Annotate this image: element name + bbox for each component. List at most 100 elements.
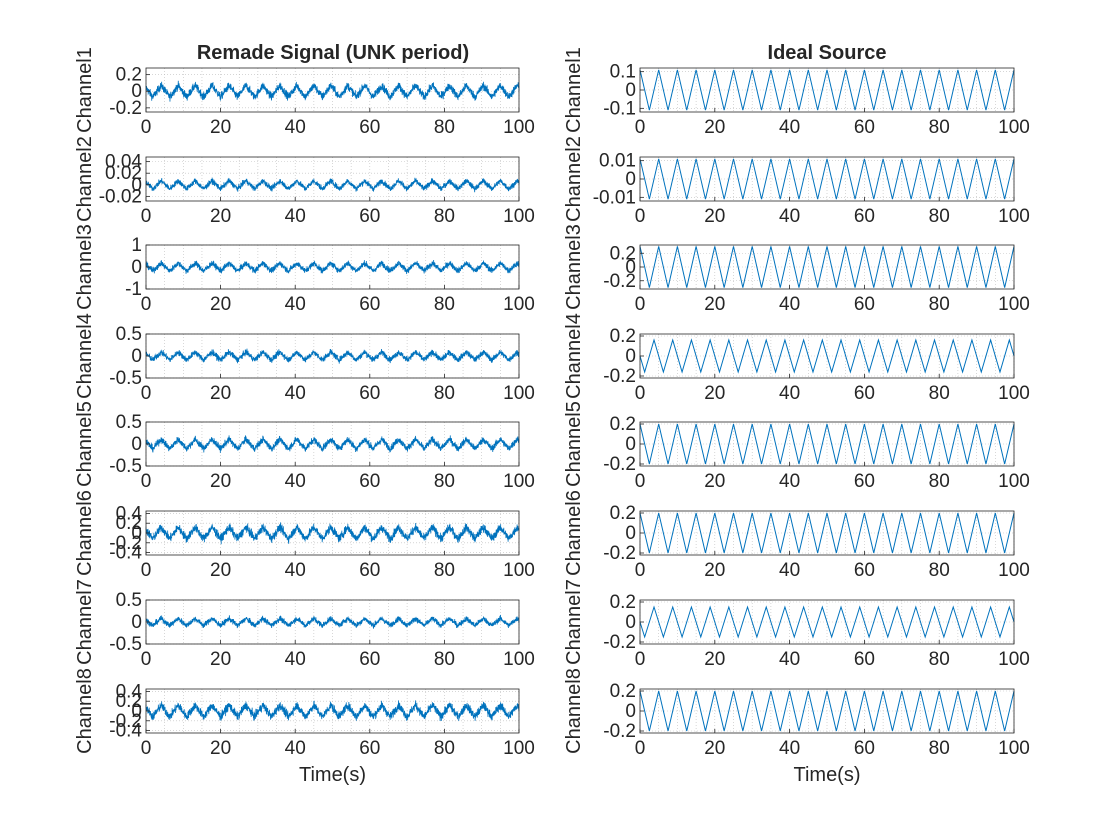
- right-ch4-ytick-label: 0.2: [610, 326, 636, 347]
- right-ch3-ylabel: Channel3: [563, 224, 585, 310]
- right-ch8-xtick-label: 80: [929, 738, 950, 759]
- right-ch8-xtick-label: 40: [779, 738, 800, 759]
- right-ch1-series-line: [639, 69, 1015, 111]
- left-ch4-xtick-label: 20: [210, 383, 231, 404]
- right-ch5-xtick-label: 100: [998, 471, 1030, 492]
- left-ch6-xtick-label: 100: [503, 560, 535, 581]
- left-ch8-ytick-label: -0.2: [109, 711, 142, 732]
- left-ch2-xtick-label: 40: [285, 206, 306, 227]
- right-ch8-ylabel: Channel8: [563, 668, 585, 754]
- left-ch2-ytick-label: 0.04: [105, 152, 142, 173]
- left-ch8-ytick-label: 0: [131, 701, 142, 722]
- left-ch6-ytick-label: 0.4: [116, 503, 143, 524]
- right-ch6-ytick-label: 0.2: [610, 503, 636, 524]
- right-ch7-ytick-label: 0.2: [610, 592, 636, 613]
- right-ch2-ylabel: Channel2: [563, 136, 585, 222]
- left-ch8-ytick-label: -0.4: [109, 721, 142, 742]
- left-ch5-ytick-label: -0.5: [109, 456, 142, 477]
- right-ch3-xtick-label: 100: [998, 294, 1030, 315]
- left-ch7-xtick-label: 80: [434, 649, 455, 670]
- right-ch6-xtick-label: 40: [779, 560, 800, 581]
- left-ch7-xtick-label: 100: [503, 649, 535, 670]
- left-ch4-ytick-label: 0: [131, 346, 142, 367]
- right-ch2-series-line: [639, 158, 1015, 200]
- left-ch8-series-line: [145, 700, 520, 721]
- left-ch2-ytick-label: 0.02: [105, 163, 142, 184]
- left-ch8-ytick-label: 0.4: [116, 681, 143, 702]
- right-ch2-xtick-label: 40: [779, 206, 800, 227]
- left-ch3-ytick-label: 1: [131, 235, 142, 256]
- left-ch4-ytick-label: -0.5: [109, 368, 142, 389]
- left-ch1-xtick-label: 80: [434, 117, 455, 138]
- left-ch5-xtick-label: 0: [141, 471, 152, 492]
- right-ch1-ytick-label: 0: [625, 80, 636, 101]
- right-ch1-xtick-label: 60: [854, 117, 875, 138]
- right-ch4-ytick-label: -0.2: [603, 366, 636, 387]
- left-ch3-ytick-label: 0: [131, 257, 142, 278]
- right-ch2-xtick-label: 60: [854, 206, 875, 227]
- right-ch6-series-line: [639, 512, 1015, 554]
- left-ch6-ytick-label: -0.2: [109, 533, 142, 554]
- right-ch8-ytick-label: 0: [625, 701, 636, 722]
- right-ch5-series-line: [639, 423, 1015, 465]
- right-ch2-xtick-label: 0: [635, 206, 646, 227]
- right-ch6-xtick-label: 60: [854, 560, 875, 581]
- left-ch4-xtick-label: 100: [503, 383, 535, 404]
- right-ch7-xtick-label: 40: [779, 649, 800, 670]
- left-ch4-series-line: [145, 348, 520, 364]
- right-ch2-ytick-label: 0.01: [599, 151, 636, 172]
- left-ch3-xtick-label: 0: [141, 294, 152, 315]
- left-ch3-xtick-label: 60: [359, 294, 380, 315]
- left-ch7-ylabel: Channel7: [74, 579, 96, 665]
- left-ch7-ytick-label: 0: [131, 612, 142, 633]
- left-ch8-ylabel: Channel8: [74, 668, 96, 754]
- left-ch7-ytick-label: 0.5: [116, 590, 142, 611]
- left-ch6-ytick-label: -0.4: [109, 543, 142, 564]
- left-ch2-series-line: [145, 177, 520, 193]
- right-ch2-ytick-label: -0.01: [593, 187, 636, 208]
- left-ch5-xtick-label: 40: [285, 471, 306, 492]
- right-ch6-ytick-label: -0.2: [603, 543, 636, 564]
- right-ch1-xtick-label: 0: [635, 117, 646, 138]
- left-ch6-xtick-label: 20: [210, 560, 231, 581]
- right-ch1-xtick-label: 80: [929, 117, 950, 138]
- right-ch6-xtick-label: 0: [635, 560, 646, 581]
- left-ch2-ytick-label: -0.02: [99, 186, 142, 207]
- right-ch1-ytick-label: -0.1: [603, 98, 636, 119]
- left-ch7-ytick-label: -0.5: [109, 634, 142, 655]
- left-ch6-xtick-label: 80: [434, 560, 455, 581]
- left-ch5-xtick-label: 20: [210, 471, 231, 492]
- right-ch5-ylabel: Channel5: [563, 401, 585, 487]
- left-ch1-ytick-label: -0.2: [109, 98, 142, 119]
- left-column-title: Remade Signal (UNK period): [197, 42, 469, 64]
- right-ch1-ylabel: Channel1: [563, 47, 585, 133]
- right-ch5-ytick-label: -0.2: [603, 454, 636, 475]
- right-ch1-xtick-label: 20: [704, 117, 725, 138]
- left-ch6-xtick-label: 60: [359, 560, 380, 581]
- right-ch5-ytick-label: 0: [625, 434, 636, 455]
- left-ch7-xtick-label: 60: [359, 649, 380, 670]
- right-ch4-ytick-label: 0: [625, 346, 636, 367]
- left-ch1-series-line: [145, 80, 520, 102]
- left-ch3-xtick-label: 40: [285, 294, 306, 315]
- right-ch8-xtick-label: 60: [854, 738, 875, 759]
- right-ch3-xtick-label: 20: [704, 294, 725, 315]
- right-ch5-xtick-label: 40: [779, 471, 800, 492]
- left-ch5-ytick-label: 0: [131, 434, 142, 455]
- left-ch1-xtick-label: 100: [503, 117, 535, 138]
- left-ch4-ytick-label: 0.5: [116, 324, 142, 345]
- left-ch1-xtick-label: 0: [141, 117, 152, 138]
- left-ch6-ylabel: Channel6: [74, 490, 96, 576]
- left-ch4-xtick-label: 40: [285, 383, 306, 404]
- left-ch8-xlabel: Time(s): [299, 764, 366, 786]
- left-ch2-ylabel: Channel2: [74, 136, 96, 222]
- left-ch5-xtick-label: 100: [503, 471, 535, 492]
- right-ch1-ytick-label: 0.1: [610, 62, 636, 83]
- right-ch4-xtick-label: 40: [779, 383, 800, 404]
- left-ch2-xtick-label: 0: [141, 206, 152, 227]
- left-ch4-xtick-label: 80: [434, 383, 455, 404]
- left-ch8-xtick-label: 100: [503, 738, 535, 759]
- left-ch5-xtick-label: 60: [359, 471, 380, 492]
